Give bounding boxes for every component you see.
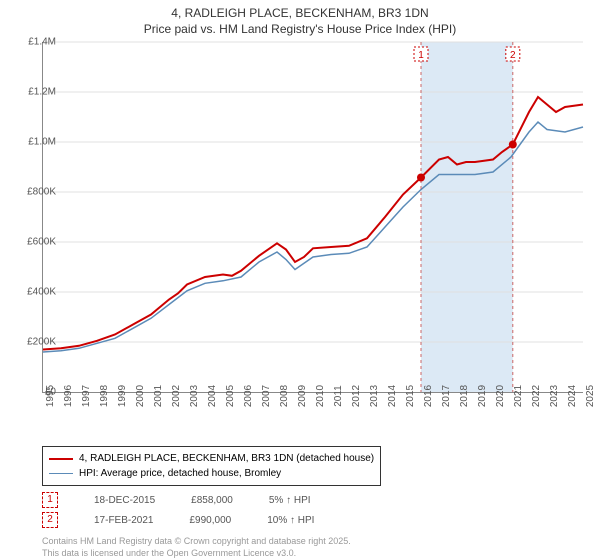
svg-text:2: 2 <box>510 50 516 61</box>
transaction-marker-2: 2 <box>42 512 58 528</box>
x-tick-label: 1996 <box>63 385 74 407</box>
transaction-row-1: 1 18-DEC-2015 £858,000 5% ↑ HPI <box>42 492 311 508</box>
x-tick-label: 2018 <box>459 385 470 407</box>
x-tick-label: 2013 <box>369 385 380 407</box>
y-tick-label: £400K <box>16 287 56 298</box>
x-tick-label: 1997 <box>81 385 92 407</box>
footer-line-2: This data is licensed under the Open Gov… <box>42 548 296 558</box>
plot-area: 12 <box>42 42 583 393</box>
legend-swatch-1 <box>49 473 73 474</box>
y-tick-label: £1.4M <box>16 37 56 48</box>
title-line-2: Price paid vs. HM Land Registry's House … <box>0 22 600 38</box>
transaction-delta-1: 5% ↑ HPI <box>269 495 311 506</box>
y-tick-label: £800K <box>16 187 56 198</box>
plot-svg: 12 <box>43 42 583 392</box>
x-tick-label: 2022 <box>531 385 542 407</box>
svg-text:1: 1 <box>418 50 424 61</box>
transaction-marker-1: 1 <box>42 492 58 508</box>
x-tick-label: 2008 <box>279 385 290 407</box>
chart-title: 4, RADLEIGH PLACE, BECKENHAM, BR3 1DN Pr… <box>0 0 600 37</box>
footer: Contains HM Land Registry data © Crown c… <box>42 536 351 559</box>
x-tick-label: 2003 <box>189 385 200 407</box>
legend-row-1: HPI: Average price, detached house, Brom… <box>49 466 374 481</box>
x-tick-label: 2000 <box>135 385 146 407</box>
x-tick-label: 2004 <box>207 385 218 407</box>
legend-label-0: 4, RADLEIGH PLACE, BECKENHAM, BR3 1DN (d… <box>79 451 374 466</box>
transaction-delta-2: 10% ↑ HPI <box>267 515 314 526</box>
x-tick-label: 2001 <box>153 385 164 407</box>
transaction-date-2: 17-FEB-2021 <box>94 515 153 526</box>
x-tick-label: 1998 <box>99 385 110 407</box>
footer-line-1: Contains HM Land Registry data © Crown c… <box>42 536 351 546</box>
x-tick-label: 2017 <box>441 385 452 407</box>
y-tick-label: £600K <box>16 237 56 248</box>
transaction-price-1: £858,000 <box>191 495 233 506</box>
x-tick-label: 1995 <box>45 385 56 407</box>
x-tick-label: 2016 <box>423 385 434 407</box>
x-tick-label: 2007 <box>261 385 272 407</box>
x-tick-label: 2002 <box>171 385 182 407</box>
transaction-date-1: 18-DEC-2015 <box>94 495 155 506</box>
x-tick-label: 2012 <box>351 385 362 407</box>
x-tick-label: 2015 <box>405 385 416 407</box>
x-tick-label: 2005 <box>225 385 236 407</box>
transaction-row-2: 2 17-FEB-2021 £990,000 10% ↑ HPI <box>42 512 314 528</box>
x-tick-label: 2010 <box>315 385 326 407</box>
legend-label-1: HPI: Average price, detached house, Brom… <box>79 466 281 481</box>
x-tick-label: 2024 <box>567 385 578 407</box>
x-tick-label: 2011 <box>333 385 344 407</box>
x-tick-label: 2019 <box>477 385 488 407</box>
x-tick-label: 2009 <box>297 385 308 407</box>
x-tick-label: 1999 <box>117 385 128 407</box>
legend: 4, RADLEIGH PLACE, BECKENHAM, BR3 1DN (d… <box>42 446 381 486</box>
y-tick-label: £200K <box>16 337 56 348</box>
y-tick-label: £1.0M <box>16 137 56 148</box>
x-tick-label: 2014 <box>387 385 398 407</box>
legend-swatch-0 <box>49 458 73 460</box>
x-tick-label: 2023 <box>549 385 560 407</box>
transaction-price-2: £990,000 <box>189 515 231 526</box>
y-tick-label: £1.2M <box>16 87 56 98</box>
x-tick-label: 2006 <box>243 385 254 407</box>
chart-container: 4, RADLEIGH PLACE, BECKENHAM, BR3 1DN Pr… <box>0 0 600 560</box>
title-line-1: 4, RADLEIGH PLACE, BECKENHAM, BR3 1DN <box>0 6 600 22</box>
x-tick-label: 2025 <box>585 385 596 407</box>
legend-row-0: 4, RADLEIGH PLACE, BECKENHAM, BR3 1DN (d… <box>49 451 374 466</box>
x-tick-label: 2021 <box>513 385 524 407</box>
x-tick-label: 2020 <box>495 385 506 407</box>
